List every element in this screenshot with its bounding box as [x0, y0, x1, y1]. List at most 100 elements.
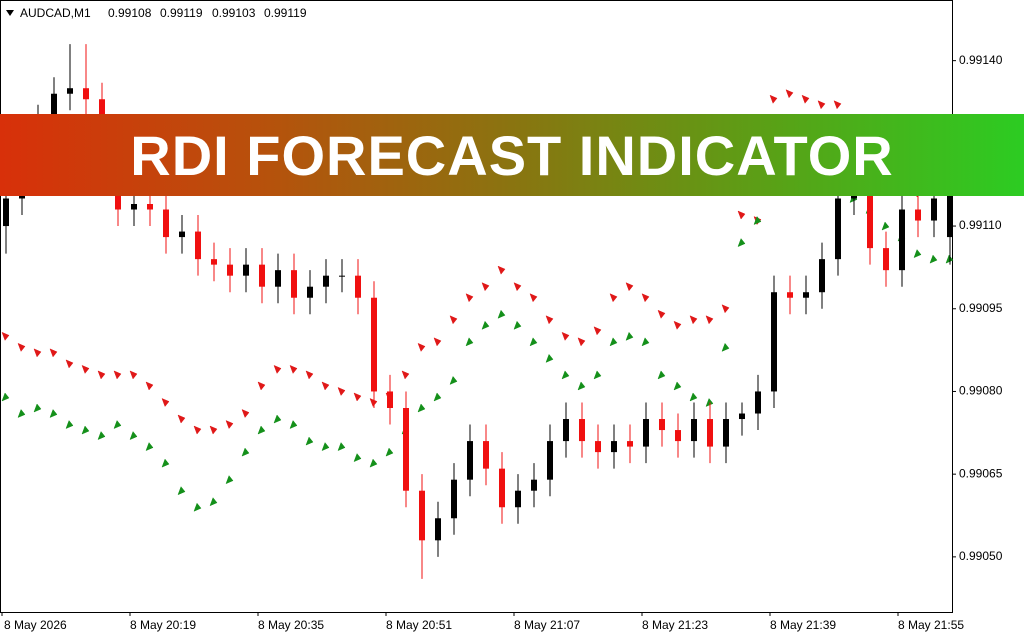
ohlc-open: 0.99108 — [108, 6, 152, 20]
candle-body — [739, 413, 745, 420]
indicator-arrow — [417, 342, 426, 352]
indicator-arrow — [209, 425, 218, 435]
indicator-arrow — [513, 320, 522, 330]
candle-body — [323, 275, 329, 287]
indicator-arrow — [337, 442, 346, 452]
indicator-arrow — [289, 364, 298, 374]
candle-body — [275, 270, 281, 287]
indicator-arrow — [81, 364, 90, 374]
candle-body — [803, 292, 809, 298]
indicator-arrow — [673, 320, 682, 330]
indicator-arrow — [225, 420, 234, 430]
chart-title: AUDCAD,M1 — [20, 6, 91, 20]
ohlc-high: 0.99119 — [160, 6, 203, 20]
candle-body — [771, 292, 777, 392]
indicator-arrow — [833, 100, 842, 110]
indicator-arrow — [801, 94, 810, 104]
indicator-arrow — [593, 370, 602, 380]
candle-body — [435, 518, 441, 541]
y-tick-label: 0.99110 — [959, 218, 1002, 232]
indicator-arrow — [561, 370, 570, 380]
indicator-arrow — [353, 453, 362, 463]
indicator-arrow — [113, 420, 122, 430]
indicator-arrow — [289, 420, 298, 430]
candle-body — [307, 286, 313, 298]
indicator-arrow — [737, 238, 746, 248]
x-tick-label: 8 May 20:19 — [130, 618, 196, 632]
candle-body — [931, 198, 937, 221]
candle-body — [291, 270, 297, 298]
indicator-arrow — [273, 364, 282, 374]
candle-body — [483, 441, 489, 469]
ohlc-close: 0.99119 — [264, 6, 307, 20]
candle-body — [691, 419, 697, 442]
indicator-arrow — [417, 403, 426, 413]
indicator-arrow — [33, 403, 42, 413]
indicator-arrow — [577, 337, 586, 347]
indicator-arrow — [689, 392, 698, 402]
candle-body — [787, 292, 793, 298]
candle-body — [371, 297, 377, 392]
candle-body — [163, 209, 169, 238]
candle-body — [867, 192, 873, 249]
indicator-arrow — [33, 348, 42, 358]
indicator-arrow — [689, 315, 698, 325]
indicator-arrow — [337, 386, 346, 396]
indicator-arrow — [497, 309, 506, 319]
indicator-arrow — [641, 293, 650, 303]
candle-body — [899, 209, 905, 271]
candle-body — [83, 88, 89, 100]
indicator-arrow — [225, 475, 234, 485]
indicator-arrow — [305, 436, 314, 446]
indicator-arrow — [1, 331, 10, 341]
indicator-arrow — [433, 392, 442, 402]
indicator-arrow — [481, 282, 490, 292]
indicator-arrow — [705, 315, 714, 325]
candle-body — [531, 479, 537, 491]
indicator-arrow — [369, 458, 378, 468]
indicator-arrow — [129, 431, 138, 441]
candle-body — [611, 441, 617, 453]
y-tick-label: 0.99050 — [959, 549, 1003, 563]
ohlc-low: 0.99103 — [212, 6, 256, 20]
indicator-arrow — [145, 442, 154, 452]
indicator-arrow — [17, 409, 26, 418]
y-tick-label: 0.99140 — [959, 53, 1003, 67]
candle-body — [835, 198, 841, 260]
banner: RDI FORECAST INDICATOR — [0, 114, 1024, 196]
banner-title: RDI FORECAST INDICATOR — [130, 123, 894, 187]
indicator-arrow — [577, 381, 586, 391]
y-tick-label: 0.99095 — [959, 301, 1003, 315]
indicator-arrow — [65, 359, 74, 369]
indicator-arrow — [769, 94, 778, 104]
candle-body — [723, 419, 729, 447]
indicator-arrow — [209, 497, 218, 507]
candle-body — [675, 430, 681, 442]
candle-body — [211, 259, 217, 265]
indicator-arrow — [65, 420, 74, 430]
indicator-arrow — [593, 326, 602, 336]
candle-body — [467, 441, 473, 480]
candle-body — [259, 264, 265, 287]
indicator-arrow — [497, 265, 506, 275]
indicator-arrow — [145, 381, 154, 391]
indicator-arrow — [561, 331, 570, 341]
indicator-arrow — [129, 370, 138, 380]
indicator-arrow — [353, 392, 362, 402]
candle-body — [883, 248, 889, 271]
candle-body — [387, 391, 393, 408]
x-tick-label: 8 May 2026 — [4, 618, 67, 632]
y-tick-label: 0.99080 — [959, 384, 1003, 398]
x-tick-label: 8 May 21:39 — [770, 618, 836, 632]
candle-body — [339, 275, 345, 277]
indicator-arrow — [321, 442, 330, 452]
candle-body — [915, 209, 921, 221]
indicator-arrow — [657, 370, 666, 380]
indicator-arrow — [625, 282, 634, 292]
indicator-arrow — [529, 293, 538, 303]
candle-body — [131, 204, 137, 210]
plot-frame — [0, 0, 953, 613]
candle-body — [451, 479, 457, 519]
indicator-arrow — [929, 254, 938, 264]
